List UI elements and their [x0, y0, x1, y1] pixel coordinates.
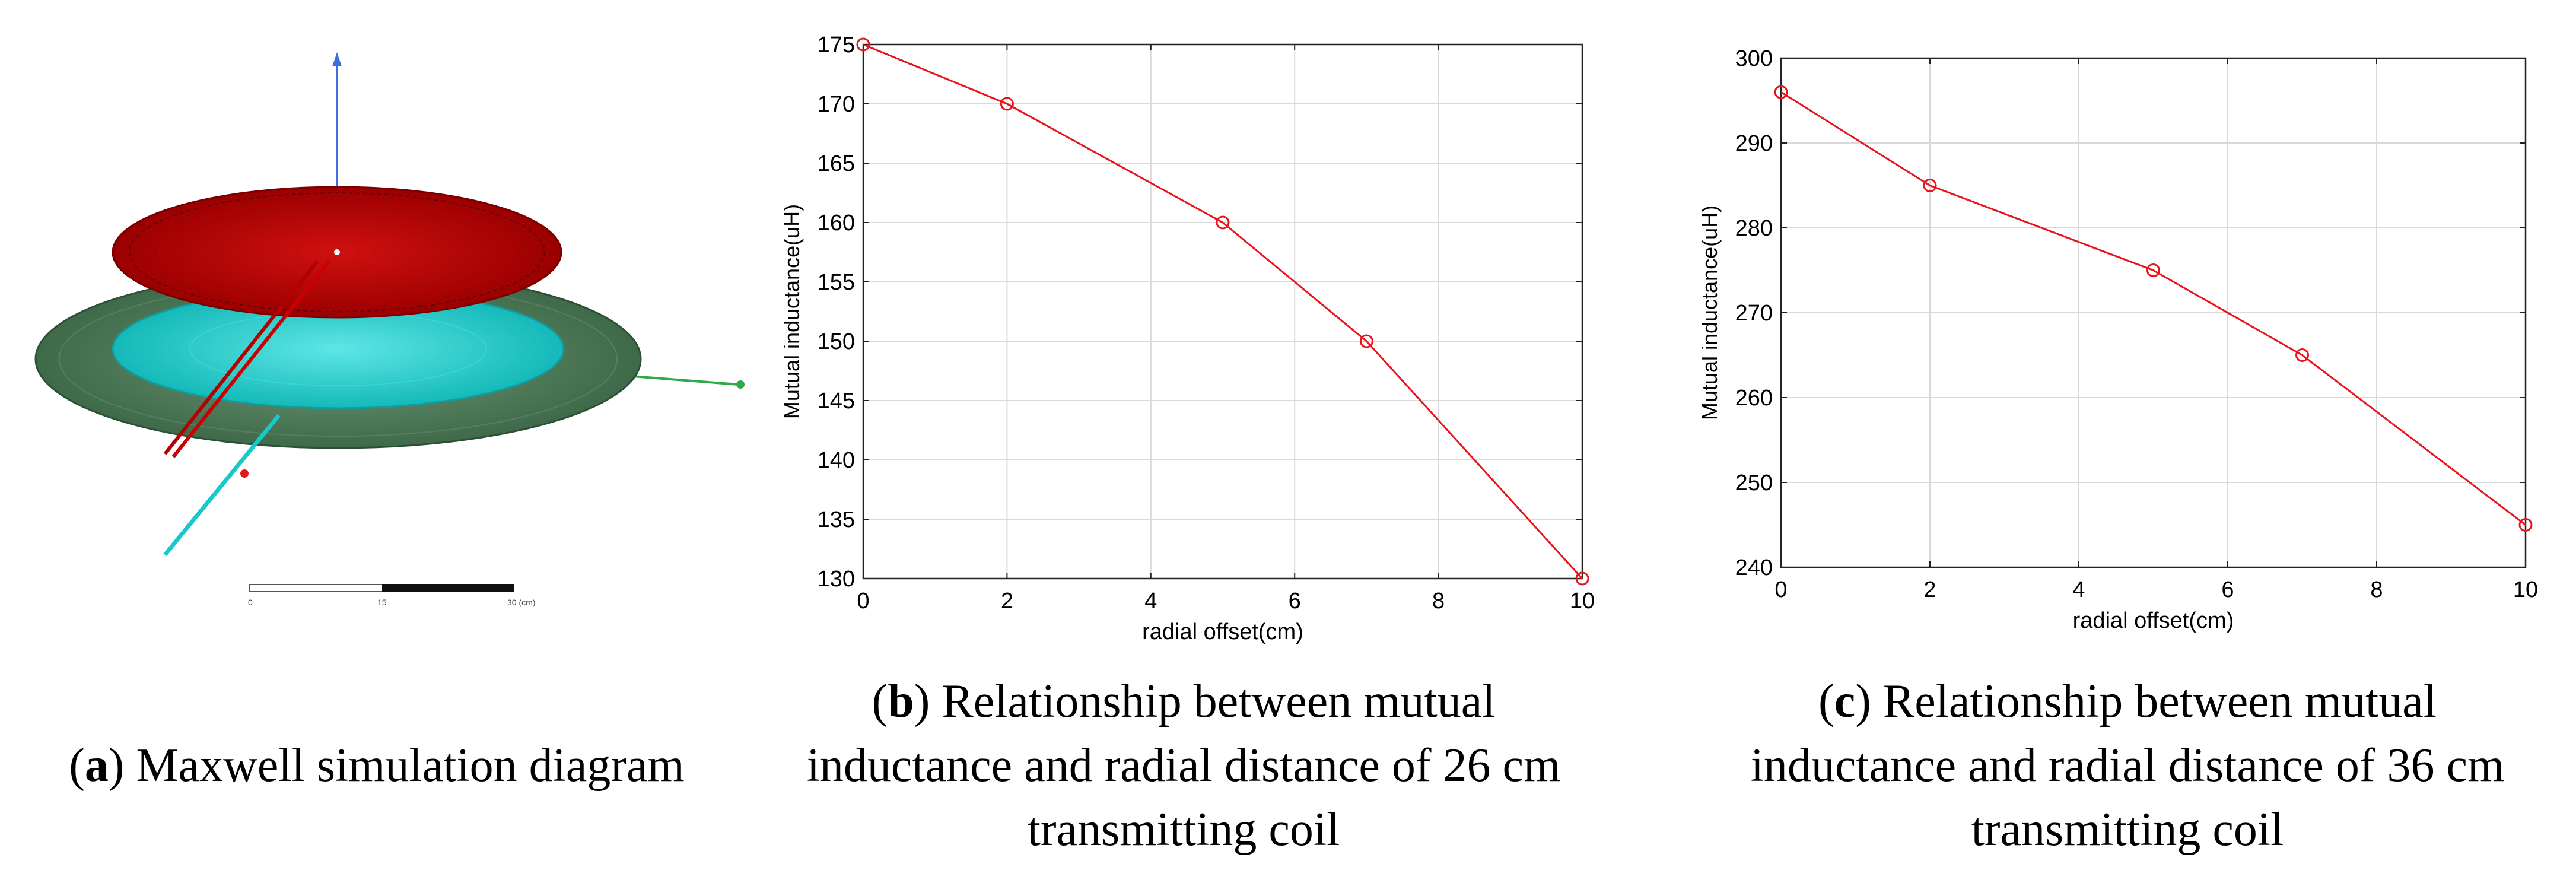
x-tick-label: 0 [1774, 577, 1787, 602]
scale-bar: 0 15 30 (cm) [248, 584, 535, 607]
y-tick-label: 250 [1735, 471, 1773, 496]
chart-panel-b: 0 2 4 6 8 10 130 135 140 145 150 155 160 165 170 175 rad… [753, 0, 1614, 883]
x-tick-label: 4 [2072, 577, 2085, 602]
data-point [1359, 334, 1373, 348]
y-tick-label: 175 [818, 33, 855, 58]
x-tick-label: 8 [2370, 577, 2383, 602]
caption-a: (a) Maxwell simulation diagram [69, 739, 685, 792]
x-tick-label: 10 [2513, 577, 2538, 602]
y-tick-label: 140 [818, 448, 855, 473]
chart-b: 0 2 4 6 8 10 130 135 140 145 150 155 160 165 170 175 rad… [780, 33, 1595, 644]
caption-line: inductance and radial distance of 36 cm [1750, 739, 2505, 792]
y-tick-label: 155 [818, 270, 855, 295]
caption-line: transmitting coil [1971, 803, 2284, 856]
maxwell-simulation-panel: 0 15 30 (cm) (a) Maxwell simulation diag… [0, 0, 753, 883]
x-tick-label: 6 [1289, 589, 1301, 614]
x-tick-label: 2 [1001, 589, 1013, 614]
chart-panel-c: 0 2 4 6 8 10 240 250 260 270 280 290 300 radial offse… [1679, 0, 2576, 883]
chart-c: 0 2 4 6 8 10 240 250 260 270 280 290 300 radial offse… [1697, 46, 2538, 633]
plot-area [863, 45, 1582, 579]
y-tick-label: 150 [818, 329, 855, 354]
y-tick-label: 280 [1735, 216, 1773, 241]
data-point [2518, 518, 2533, 532]
transmitting-coil-edge [129, 192, 545, 312]
series-line [863, 43, 1583, 580]
y-tick-label: 240 [1735, 555, 1773, 580]
y-tick-label: 300 [1735, 46, 1773, 71]
x-tick-label: 0 [857, 589, 869, 614]
caption-line: inductance and radial distance of 26 cm [806, 739, 1561, 792]
data-point [1000, 97, 1014, 111]
y-tick-label: 290 [1735, 131, 1773, 156]
x-tick-label: 6 [2221, 577, 2234, 602]
y-tick-label: 170 [818, 92, 855, 117]
caption-b: (b) Relationship between mutual inductan… [753, 669, 1614, 862]
transmitting-coil-lead-2 [171, 260, 331, 458]
x-axis-label: radial offset(cm) [1142, 620, 1303, 644]
coil-center-icon [334, 249, 340, 255]
y-tick-label: 145 [818, 389, 855, 414]
transmitting-coil-inner-ring [158, 201, 516, 304]
caption-line: (b) Relationship between mutual [872, 675, 1496, 728]
data-point [1923, 179, 1937, 192]
y-tick-label: 165 [818, 151, 855, 176]
caption-text: Relationship between mutual [942, 675, 1496, 728]
data-point [1774, 85, 1788, 99]
caption-text: Maxwell simulation diagram [136, 739, 685, 792]
y-tick-label: 160 [818, 211, 855, 236]
caption-letter: a [84, 739, 109, 792]
y-tick-label: 270 [1735, 301, 1773, 326]
data-point [856, 37, 870, 52]
x-axis-label: radial offset(cm) [2073, 608, 2234, 633]
data-point [1575, 571, 1589, 586]
plot-frame [862, 43, 1583, 580]
maxwell-simulation-diagram: 0 15 30 (cm) [34, 52, 745, 607]
data-point [1216, 215, 1230, 230]
caption-c: (c) Relationship between mutual inductan… [1679, 669, 2576, 862]
y-tick-label: 135 [818, 507, 855, 532]
x-tick-label: 4 [1144, 589, 1157, 614]
red-marker-icon [240, 469, 249, 478]
caption-letter: c [1834, 675, 1856, 728]
x-axis-endpoint-icon [736, 380, 745, 389]
caption-text: Relationship between mutual [1882, 675, 2437, 728]
x-tick-label: 8 [1432, 589, 1445, 614]
x-tick-label: 2 [1923, 577, 1936, 602]
y-tick-label: 130 [818, 567, 855, 592]
y-axis-label: Mutual inductance(uH) [780, 204, 804, 419]
scale-tick-label: 15 [377, 598, 387, 607]
series-line [1780, 91, 2526, 526]
data-point [2146, 263, 2160, 277]
x-tick-label: 10 [1570, 589, 1595, 614]
y-axis-label: Mutual inductance(uH) [1697, 205, 1722, 420]
caption-line: transmitting coil [1027, 803, 1340, 856]
caption-line: (c) Relationship between mutual [1818, 675, 2437, 728]
y-tick-label: 260 [1735, 386, 1773, 411]
scale-tick-label: 0 [248, 598, 253, 607]
scale-tick-label: 30 (cm) [507, 598, 535, 607]
z-axis-arrow-icon [332, 52, 342, 66]
data-point [2295, 348, 2309, 362]
caption-letter: b [888, 675, 914, 728]
transmitting-coil-lead [163, 260, 319, 455]
receiving-coil-lead [163, 414, 281, 557]
